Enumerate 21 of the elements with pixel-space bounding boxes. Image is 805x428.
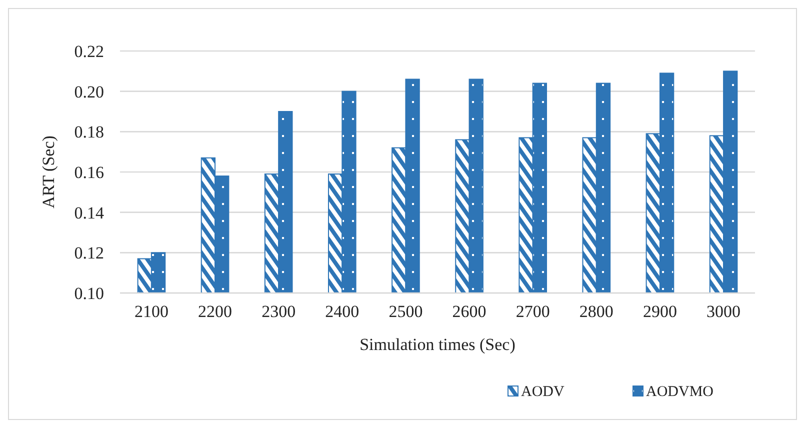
y-tick-label: 0.14 bbox=[74, 203, 104, 222]
y-tick-label: 0.18 bbox=[74, 122, 104, 142]
x-tick-label: 3000 bbox=[706, 302, 741, 321]
x-tick-label: 2400 bbox=[325, 302, 360, 321]
x-tick-label: 2100 bbox=[134, 302, 168, 321]
x-tick-label: 2700 bbox=[516, 302, 550, 321]
y-tick-label: 0.12 bbox=[74, 244, 104, 263]
x-tick-label: 2300 bbox=[262, 302, 296, 321]
y-tick-label: 0.16 bbox=[74, 162, 104, 182]
legend-label: AODVMO bbox=[646, 384, 714, 400]
y-tick-label: 0.22 bbox=[74, 42, 104, 61]
y-tick-label: 0.20 bbox=[74, 82, 104, 102]
y-axis-title: ART (Sec) bbox=[39, 136, 58, 208]
x-axis-title: Simulation times (Sec) bbox=[360, 335, 516, 354]
x-tick-label: 2600 bbox=[452, 302, 486, 321]
y-tick-label: 0.10 bbox=[74, 284, 104, 303]
x-tick-label: 2200 bbox=[198, 302, 232, 321]
legend-label: AODV bbox=[521, 384, 564, 400]
x-tick-label: 2500 bbox=[388, 302, 423, 321]
x-tick-label: 2800 bbox=[579, 302, 614, 321]
x-tick-label: 2900 bbox=[642, 302, 677, 321]
